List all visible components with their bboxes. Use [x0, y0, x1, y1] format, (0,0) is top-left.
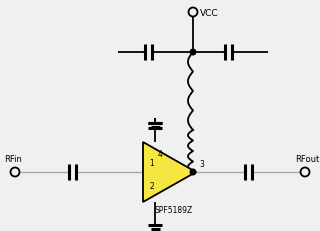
- Text: VCC: VCC: [200, 9, 219, 18]
- Text: 4: 4: [158, 150, 163, 159]
- Text: 3: 3: [199, 160, 204, 169]
- Text: 1: 1: [149, 159, 154, 168]
- Text: RFout: RFout: [295, 155, 319, 164]
- Text: RFin: RFin: [4, 155, 22, 164]
- Text: 2: 2: [149, 182, 154, 191]
- Circle shape: [190, 49, 196, 55]
- Polygon shape: [143, 142, 196, 202]
- Circle shape: [190, 169, 196, 175]
- Text: SPF5189Z: SPF5189Z: [155, 206, 193, 215]
